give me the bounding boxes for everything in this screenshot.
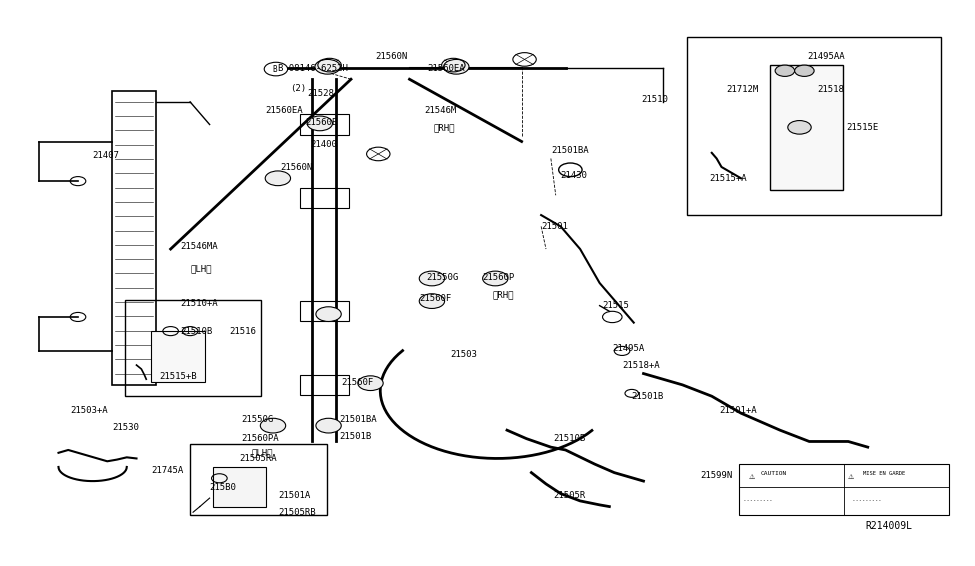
Text: 〈RH〉: 〈RH〉 xyxy=(492,290,514,299)
Text: ⚠: ⚠ xyxy=(749,474,755,481)
Circle shape xyxy=(775,65,795,76)
Text: B: B xyxy=(272,65,277,74)
Text: 21495A: 21495A xyxy=(612,344,644,353)
Text: 21515: 21515 xyxy=(603,302,630,311)
Text: 21560PA: 21560PA xyxy=(242,435,280,444)
Bar xyxy=(739,464,949,515)
Circle shape xyxy=(316,307,341,321)
Text: 21501BA: 21501BA xyxy=(551,146,589,155)
Circle shape xyxy=(788,121,811,134)
Text: B 08146-6252H: B 08146-6252H xyxy=(278,64,348,73)
Text: 21515+B: 21515+B xyxy=(159,372,197,381)
Circle shape xyxy=(559,163,582,177)
Text: 21546MA: 21546MA xyxy=(180,242,218,251)
Bar xyxy=(151,331,205,382)
Bar xyxy=(687,37,941,215)
Text: 21510+A: 21510+A xyxy=(180,299,218,308)
Text: 21510B: 21510B xyxy=(180,327,213,336)
Text: 21407: 21407 xyxy=(93,152,120,161)
Bar xyxy=(770,65,843,190)
Text: 21501A: 21501A xyxy=(278,491,310,500)
Text: 21501+A: 21501+A xyxy=(720,406,758,415)
Text: 21515+A: 21515+A xyxy=(710,174,748,183)
Text: - - - - - - - - -: - - - - - - - - - xyxy=(744,498,771,503)
Circle shape xyxy=(316,418,341,433)
Circle shape xyxy=(264,62,288,76)
Circle shape xyxy=(444,59,469,74)
Circle shape xyxy=(795,65,814,76)
Text: 21560N: 21560N xyxy=(281,163,313,172)
Text: ⚠: ⚠ xyxy=(848,474,854,481)
Text: 21560P: 21560P xyxy=(483,273,515,282)
Text: 21495AA: 21495AA xyxy=(807,53,845,62)
Text: 21560N: 21560N xyxy=(375,53,408,62)
Bar xyxy=(300,301,349,321)
Bar xyxy=(125,300,261,396)
Text: 21550G: 21550G xyxy=(242,415,274,424)
Text: 21516: 21516 xyxy=(229,327,256,336)
Circle shape xyxy=(265,171,291,186)
Text: 21528: 21528 xyxy=(307,89,334,98)
Text: 21560EA: 21560EA xyxy=(427,64,465,73)
Text: 21505R: 21505R xyxy=(554,491,586,500)
Text: 21501: 21501 xyxy=(541,222,568,231)
Bar xyxy=(300,188,349,208)
Text: 21505RB: 21505RB xyxy=(278,508,316,517)
Text: 21546M: 21546M xyxy=(424,106,456,115)
Text: 21560E: 21560E xyxy=(305,118,337,127)
Text: 21550G: 21550G xyxy=(426,273,458,282)
Text: - - - - - - - - -: - - - - - - - - - xyxy=(853,498,880,503)
Text: 21518+A: 21518+A xyxy=(622,361,660,370)
Bar xyxy=(300,375,349,395)
Circle shape xyxy=(307,116,332,131)
Text: 21501BA: 21501BA xyxy=(339,415,377,424)
Text: 21712M: 21712M xyxy=(726,85,759,94)
Text: MISE EN GARDE: MISE EN GARDE xyxy=(863,471,905,477)
Circle shape xyxy=(358,376,383,391)
Text: 21505RA: 21505RA xyxy=(239,454,277,464)
Text: 〈RH〉: 〈RH〉 xyxy=(434,123,455,132)
Text: 21530: 21530 xyxy=(112,423,139,432)
Text: 215B0: 215B0 xyxy=(210,483,237,492)
Bar xyxy=(213,467,266,507)
Text: CAUTION: CAUTION xyxy=(760,471,787,477)
Circle shape xyxy=(260,418,286,433)
Circle shape xyxy=(419,294,445,308)
Text: 21501B: 21501B xyxy=(339,432,371,441)
Bar xyxy=(300,114,349,135)
Circle shape xyxy=(315,59,340,74)
Text: 21400: 21400 xyxy=(310,140,337,149)
Text: 21599N: 21599N xyxy=(700,471,732,481)
Text: 21515E: 21515E xyxy=(846,123,878,132)
Text: 21560F: 21560F xyxy=(341,378,373,387)
Text: 21510B: 21510B xyxy=(554,435,586,444)
Bar xyxy=(112,91,156,385)
Circle shape xyxy=(419,271,445,286)
Text: 21501B: 21501B xyxy=(632,392,664,401)
Circle shape xyxy=(483,271,508,286)
Text: 21510: 21510 xyxy=(642,95,669,104)
Text: (2): (2) xyxy=(291,84,307,93)
Bar xyxy=(190,444,327,515)
Text: 〈LH〉: 〈LH〉 xyxy=(252,449,273,458)
Text: 〈LH〉: 〈LH〉 xyxy=(190,265,212,274)
Text: 21745A: 21745A xyxy=(151,466,183,475)
Text: R214009L: R214009L xyxy=(866,521,913,531)
Text: 21560EA: 21560EA xyxy=(265,106,303,115)
Text: 21430: 21430 xyxy=(561,171,588,181)
Text: 21503: 21503 xyxy=(450,350,478,359)
Text: 21503+A: 21503+A xyxy=(70,406,108,415)
Text: 21518: 21518 xyxy=(817,85,844,94)
Text: 21560F: 21560F xyxy=(419,294,451,303)
